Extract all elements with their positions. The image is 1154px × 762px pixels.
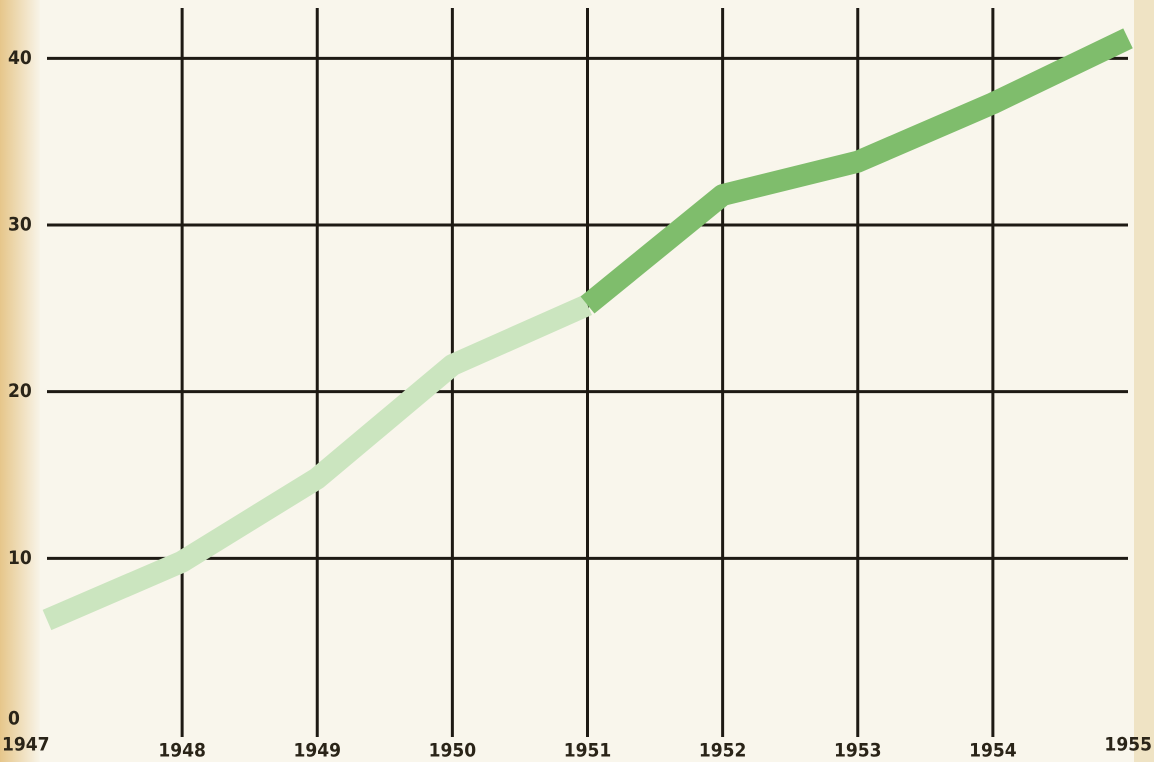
y-tick-label: 20 (8, 380, 32, 402)
x-tick-label: 1951 (564, 740, 612, 762)
y-tick-label: 0 (8, 708, 20, 730)
x-tick-label: 1948 (158, 740, 206, 762)
x-tick-label: 1949 (293, 740, 341, 762)
line-series (42, 294, 592, 631)
y-tick-label: 40 (8, 47, 32, 69)
y-tick-label: 10 (8, 547, 32, 569)
x-tick-label: 1954 (969, 740, 1017, 762)
line-series (580, 28, 1133, 314)
y-tick-label: 30 (8, 214, 32, 236)
x-tick-label: 1950 (429, 740, 477, 762)
x-tick-label: 1953 (834, 740, 882, 762)
x-tick-label: 1947 (2, 734, 50, 756)
x-tick-label: 1955 (1104, 734, 1152, 756)
page-edge (1134, 0, 1154, 762)
x-tick-label: 1952 (699, 740, 747, 762)
page-edge (0, 0, 40, 762)
